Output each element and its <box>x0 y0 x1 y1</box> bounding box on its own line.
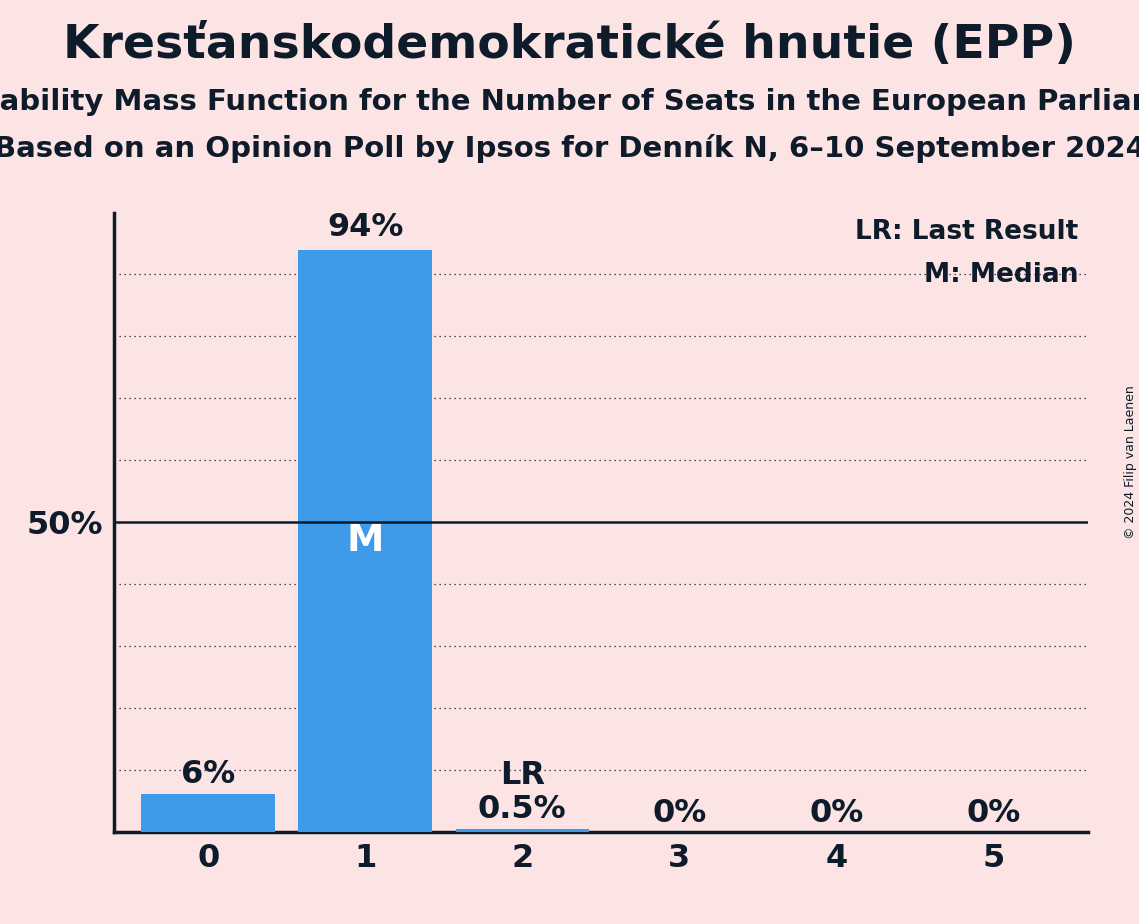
Text: 94%: 94% <box>327 213 403 244</box>
Text: © 2024 Filip van Laenen: © 2024 Filip van Laenen <box>1124 385 1137 539</box>
Text: 6%: 6% <box>181 759 236 789</box>
Text: M: Median: M: Median <box>924 262 1077 288</box>
Bar <box>298 249 432 832</box>
Text: M: M <box>346 523 384 559</box>
Text: LR: LR <box>500 760 544 791</box>
Bar <box>141 795 274 832</box>
Text: 0%: 0% <box>653 797 706 829</box>
Text: Probability Mass Function for the Number of Seats in the European Parliament: Probability Mass Function for the Number… <box>0 88 1139 116</box>
Text: LR: Last Result: LR: Last Result <box>854 219 1077 245</box>
Text: Based on an Opinion Poll by Ipsos for Denník N, 6–10 September 2024: Based on an Opinion Poll by Ipsos for De… <box>0 134 1139 163</box>
Text: Kresťanskodemokratické hnutie (EPP): Kresťanskodemokratické hnutie (EPP) <box>63 23 1076 68</box>
Bar <box>456 829 589 832</box>
Text: 0.5%: 0.5% <box>478 795 566 825</box>
Text: 0%: 0% <box>810 797 863 829</box>
Text: 0%: 0% <box>966 797 1021 829</box>
